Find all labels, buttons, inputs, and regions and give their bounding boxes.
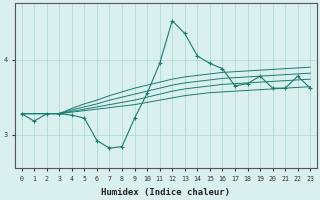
X-axis label: Humidex (Indice chaleur): Humidex (Indice chaleur) xyxy=(101,188,230,197)
